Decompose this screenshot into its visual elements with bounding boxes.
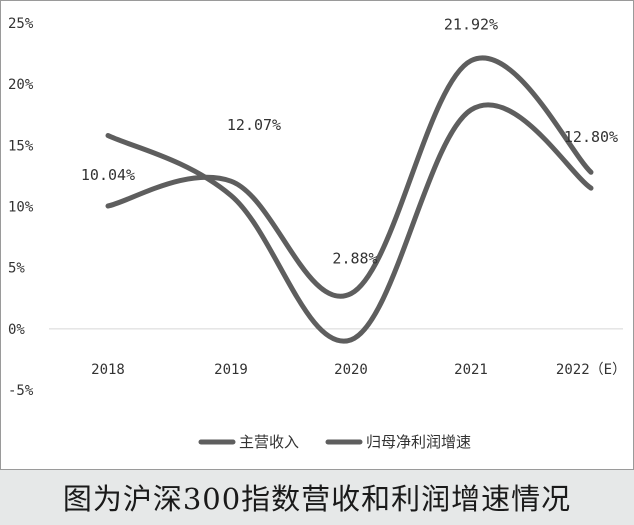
data-label: 12.07% [227,116,281,134]
series-line-2 [105,102,594,344]
x-tick-label: 2019 [214,362,248,378]
x-tick-label: 2020 [334,362,368,378]
data-label: 10.04% [81,166,135,184]
series-line-1 [105,55,594,299]
chart-panel: 25% 20% 15% 10% 5% 0% -5% 2018 2019 2020 2021 2022（… [0,0,634,470]
data-label: 21.92% [444,16,498,34]
data-label: 12.80% [564,128,618,146]
y-tick-label: 0% [8,322,25,338]
legend-label: 主营收入 [239,433,299,451]
y-tick-label: 15% [8,138,34,154]
x-tick-label: 2021 [454,362,488,378]
y-tick-label: 5% [8,261,25,277]
x-tick-label: 2022（E） [556,362,626,378]
y-tick-label: 20% [8,77,34,93]
figure-caption: 图为沪深300指数营收和利润增速情况 [62,482,572,516]
y-tick-label: -5% [8,383,34,399]
x-tick-label: 2018 [91,362,125,378]
y-tick-label: 10% [8,200,34,216]
y-tick-label: 25% [8,16,34,32]
data-label: 2.88% [332,250,377,268]
legend-label: 归母净利润增速 [366,433,471,451]
line-chart: 25% 20% 15% 10% 5% 0% -5% 2018 2019 2020 2021 2022（… [8,16,626,451]
